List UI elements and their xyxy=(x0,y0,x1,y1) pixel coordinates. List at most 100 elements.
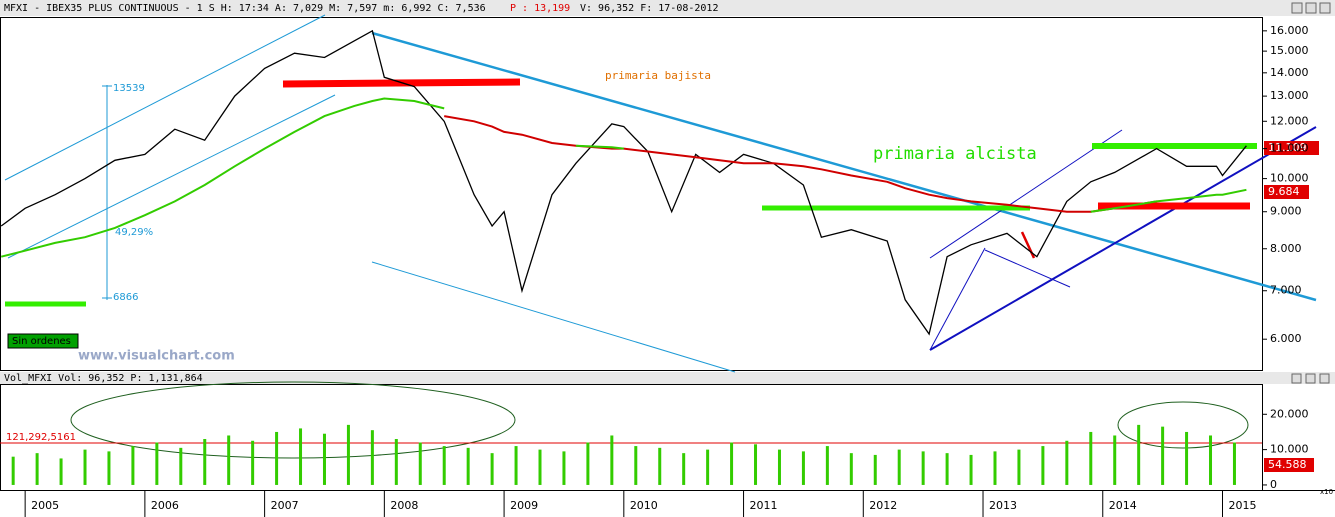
volume-bar xyxy=(299,428,303,485)
volume-bar xyxy=(1185,431,1189,485)
price-line xyxy=(0,29,1247,336)
volume-bar xyxy=(897,449,901,485)
price-box xyxy=(1264,141,1319,155)
channel-line xyxy=(7,94,336,259)
channel-line xyxy=(4,14,326,181)
volume-bar xyxy=(610,435,614,485)
volume-bar xyxy=(754,444,758,485)
volume-unit: x10 xyxy=(1320,488,1333,496)
x-tick-label: 2008 xyxy=(390,499,418,512)
volume-bar xyxy=(179,447,183,485)
volume-bar xyxy=(777,449,781,485)
window-button[interactable] xyxy=(1305,2,1317,14)
volume-bar xyxy=(59,458,63,485)
volume-bar xyxy=(83,449,87,485)
volume-bar xyxy=(514,446,518,485)
volume-bar xyxy=(442,446,446,485)
channel-line xyxy=(929,129,1123,259)
window-button[interactable] xyxy=(1291,2,1303,14)
volume-bar xyxy=(227,435,231,485)
volume-bar xyxy=(706,449,710,485)
measure-label: 13539 xyxy=(113,83,145,94)
volume-bar xyxy=(921,451,925,485)
volume-bar xyxy=(730,442,734,485)
annotation: primaria alcista xyxy=(873,144,1037,164)
volume-header-bar xyxy=(0,372,1335,384)
x-tick-label: 2005 xyxy=(31,499,59,512)
volume-bar xyxy=(825,446,829,485)
window-button[interactable] xyxy=(1291,373,1302,384)
measure-label: 49,29% xyxy=(115,227,153,238)
header-text-right: V: 96,352 F: 17-08-2012 xyxy=(580,3,718,14)
volume-bar xyxy=(682,453,686,485)
window-button[interactable] xyxy=(1305,373,1316,384)
volume-bar xyxy=(394,439,398,485)
trend-line xyxy=(929,126,1317,351)
y-tick-label: 13.000 xyxy=(1270,89,1309,102)
y-tick-label: 12.000 xyxy=(1270,114,1309,127)
volume-bar xyxy=(346,424,350,485)
volume-bar xyxy=(1209,435,1213,485)
channel-line xyxy=(929,247,986,351)
volume-bar xyxy=(107,451,111,485)
volume-bar xyxy=(993,451,997,485)
header-price: P : 13,199 xyxy=(510,3,570,14)
window-button[interactable] xyxy=(1319,373,1330,384)
y-tick-label: 0 xyxy=(1270,478,1277,491)
trend-line xyxy=(371,31,1317,302)
volume-bar xyxy=(969,454,973,485)
volume-ellipse xyxy=(70,381,516,459)
header-bar xyxy=(0,0,1335,16)
x-tick-label: 2006 xyxy=(151,499,179,512)
volume-bar xyxy=(1017,449,1021,485)
price-box xyxy=(1264,185,1309,199)
channel-line xyxy=(984,249,1071,288)
x-tick-label: 2015 xyxy=(1228,499,1256,512)
volume-bar xyxy=(155,442,159,485)
price-line xyxy=(0,97,1247,258)
channel-line xyxy=(371,261,736,373)
status-label: Sin ordenes xyxy=(12,336,71,347)
volume-bar xyxy=(251,440,255,485)
volume-bar xyxy=(322,433,326,485)
x-tick-label: 2014 xyxy=(1109,499,1137,512)
drawings xyxy=(0,14,1317,459)
y-tick-label: 7.000 xyxy=(1270,284,1302,297)
header-text: MFXI - IBEX35 PLUS CONTINUOUS - 1 S H: 1… xyxy=(4,3,486,14)
x-tick-label: 2007 xyxy=(271,499,299,512)
volume-bar xyxy=(1065,440,1069,485)
annotation: primaria bajista xyxy=(605,69,711,82)
volume-bar xyxy=(1161,426,1165,485)
volume-bar xyxy=(466,447,470,485)
volume-bar xyxy=(945,453,949,485)
x-tick-label: 2012 xyxy=(869,499,897,512)
measure-label: 6866 xyxy=(113,292,138,303)
volume-box-label: 54.588 xyxy=(1268,458,1307,471)
price-box-label: 11.109 xyxy=(1268,141,1307,154)
volume-bar xyxy=(562,451,566,485)
x-tick-label: 2013 xyxy=(989,499,1017,512)
window-button[interactable] xyxy=(1319,2,1331,14)
y-tick-label: 16.000 xyxy=(1270,24,1309,37)
price-panel xyxy=(0,17,1263,371)
x-tick-label: 2009 xyxy=(510,499,538,512)
y-tick-label: 15.000 xyxy=(1270,44,1309,57)
volume-bar xyxy=(1113,435,1117,485)
status-box xyxy=(7,333,79,349)
volume-bar xyxy=(634,446,638,485)
volume-bar xyxy=(801,451,805,485)
volume-bar xyxy=(873,454,877,485)
y-tick-label: 6.000 xyxy=(1270,332,1302,345)
price-line xyxy=(444,115,1157,213)
y-tick-label: 9.000 xyxy=(1270,205,1302,218)
y-tick-label: 10.000 xyxy=(1270,172,1309,185)
volume-bar xyxy=(1232,442,1236,485)
volume-bar xyxy=(586,442,590,485)
watermark: www.visualchart.com xyxy=(78,349,235,364)
volume-average-label: 121,292,5161 xyxy=(6,432,76,443)
y-tick-label: 11.000 xyxy=(1270,142,1309,155)
volume-bar xyxy=(275,431,279,485)
x-tick-label: 2010 xyxy=(630,499,658,512)
volume-bar xyxy=(11,456,15,485)
